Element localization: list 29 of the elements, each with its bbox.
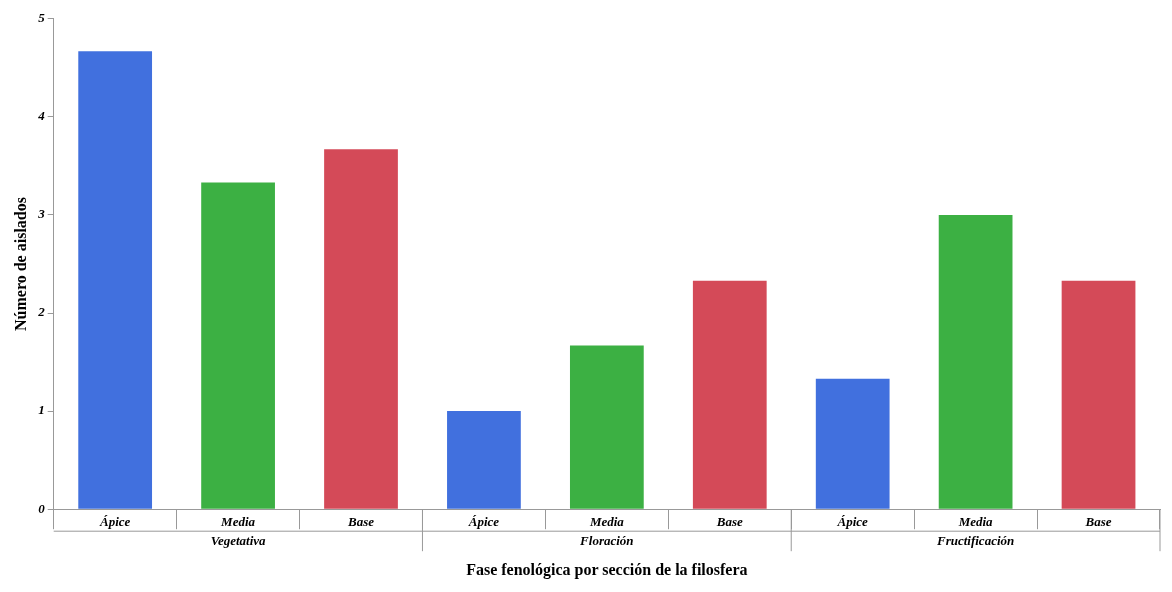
y-tick-label: 3: [37, 206, 46, 222]
x-tick-label: Media: [220, 514, 256, 530]
bar: [201, 182, 275, 509]
bar: [938, 214, 1013, 509]
y-tick-label: 5: [38, 10, 46, 26]
bar: [78, 51, 153, 509]
text: Floración: [579, 532, 634, 548]
x-tick-label: Base: [347, 514, 375, 530]
x-tick-label: Ápice: [99, 514, 131, 530]
x-tick-label: Media: [588, 514, 625, 530]
x-axis-title: Fase fenológica por sección de la filosfera: [466, 560, 748, 579]
bar: [692, 280, 767, 509]
bar: [447, 411, 521, 509]
x-tick-label: Media: [957, 514, 994, 530]
y-tick-label: 1: [38, 402, 45, 418]
bar: [1061, 280, 1136, 509]
y-tick-label: 4: [37, 108, 46, 124]
text: Vegetativa: [210, 532, 267, 548]
bar: [324, 149, 398, 509]
text: Fructificación: [935, 532, 1015, 548]
y-tick-label: 2: [37, 304, 46, 320]
bar: [815, 378, 890, 509]
x-tick-label: Ápice: [467, 514, 500, 530]
x-tick-label: Base: [715, 514, 743, 530]
bar: [569, 345, 644, 509]
y-tick-label: 0: [38, 500, 46, 516]
y-axis-title: Número de aislados: [11, 197, 29, 331]
x-tick-label: Ápice: [836, 514, 869, 530]
x-tick-label: Base: [1084, 514, 1112, 530]
